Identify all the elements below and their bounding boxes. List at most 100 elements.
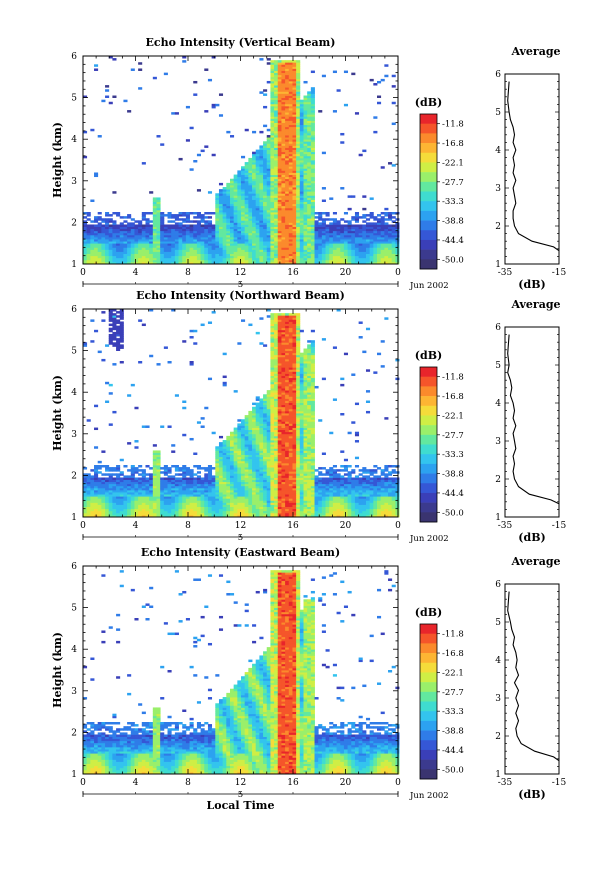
heatmap-cell [263, 201, 268, 205]
heatmap-cell [215, 460, 220, 464]
heatmap-cell [160, 485, 165, 489]
heatmap-cell [288, 195, 293, 198]
heatmap-cell [288, 118, 293, 121]
heatmap-cell [163, 498, 168, 501]
heatmap-cell [218, 492, 224, 495]
heatmap-cell [277, 168, 282, 171]
heatmap-cell [244, 259, 249, 263]
heatmap-cell [255, 241, 260, 244]
heatmap-cell [288, 170, 293, 173]
heatmap-cell [112, 467, 117, 470]
heatmap-cell [189, 261, 194, 265]
heatmap-cell [149, 236, 154, 240]
heatmap-cell [141, 218, 146, 221]
heatmap-cell [141, 510, 146, 514]
heatmap-cell [244, 477, 249, 480]
heatmap-cell [369, 251, 374, 254]
heatmap-cell [263, 212, 268, 215]
heatmap-cell [119, 487, 124, 491]
heatmap-cell [178, 492, 183, 495]
heatmap-cell [237, 423, 242, 426]
heatmap-cell [215, 199, 220, 202]
heatmap-cell [178, 232, 183, 236]
heatmap-cell [288, 66, 293, 69]
heatmap-cell [303, 236, 308, 240]
heatmap-cell [270, 153, 275, 157]
heatmap-cell [362, 239, 367, 242]
heatmap-cell [296, 116, 301, 119]
heatmap-cell [248, 236, 253, 240]
heatmap-cell [215, 232, 220, 236]
heatmap-cell [123, 492, 128, 495]
heatmap-cell [237, 201, 242, 205]
heatmap-cell [152, 504, 157, 507]
heatmap-cell [241, 492, 246, 495]
heatmap-cell [292, 143, 297, 146]
heatmap-cell [241, 481, 246, 485]
heatmap-cell [226, 247, 231, 250]
heatmap-cell [277, 66, 282, 69]
heatmap-cell [230, 494, 235, 497]
heatmap-cell [373, 236, 378, 240]
heatmap-cell [230, 226, 235, 230]
heatmap-cell [182, 259, 187, 263]
heatmap-cell [255, 257, 260, 261]
heatmap-cell [241, 170, 246, 173]
heatmap-cell [270, 255, 275, 259]
heatmap-cell [252, 236, 257, 240]
heatmap-cell [270, 116, 275, 119]
heatmap-cell [119, 245, 124, 248]
heatmap-cell [196, 492, 201, 495]
heatmap-cell [303, 228, 308, 232]
heatmap-cell [83, 342, 88, 345]
heatmap-cell [263, 170, 268, 173]
heatmap-cell [222, 506, 227, 510]
heatmap-cell [149, 249, 154, 252]
heatmap-cell [255, 508, 260, 512]
heatmap-cell [141, 500, 146, 503]
heatmap-cell [218, 469, 224, 472]
heatmap-cell [244, 510, 249, 514]
heatmap-cell [318, 247, 323, 250]
heatmap-cell [226, 261, 231, 265]
heatmap-cell [277, 199, 282, 202]
heatmap-cell [230, 473, 235, 476]
heatmap-cell [116, 512, 121, 516]
heatmap-cell [299, 257, 304, 261]
heatmap-cell [149, 251, 154, 254]
heatmap-cell [321, 228, 326, 232]
heatmap-cell [226, 241, 231, 244]
heatmap-cell [296, 130, 301, 134]
heatmap-cell [97, 465, 102, 468]
heatmap-cell [112, 255, 117, 259]
heatmap-cell [130, 236, 135, 240]
heatmap-cell [105, 469, 110, 472]
heatmap-cell [200, 224, 205, 227]
heatmap-cell [288, 128, 293, 132]
heatmap-cell [178, 479, 183, 483]
heatmap-cell [307, 253, 312, 257]
heatmap-cell [101, 358, 106, 362]
heatmap-cell [252, 201, 257, 205]
heatmap-cell [97, 500, 102, 503]
heatmap-cell [244, 460, 249, 464]
heatmap-cell [149, 239, 154, 242]
heatmap-cell [105, 261, 110, 265]
heatmap-cell [259, 222, 264, 225]
heatmap-cell [244, 433, 249, 437]
heatmap-cell [112, 506, 117, 510]
heatmap-cell [244, 251, 249, 254]
heatmap-cell [299, 182, 304, 186]
heatmap-cell [292, 172, 297, 175]
heatmap-cell [274, 95, 279, 98]
heatmap-cell [288, 259, 293, 263]
heatmap-cell [123, 251, 128, 254]
heatmap-cell [255, 427, 260, 431]
heatmap-cell [112, 257, 117, 261]
heatmap-cell [358, 245, 363, 248]
heatmap-cell [244, 415, 249, 418]
heatmap-cell [285, 162, 290, 165]
heatmap-cell [94, 473, 99, 476]
heatmap-cell [310, 130, 315, 134]
heatmap-cell [233, 435, 238, 439]
